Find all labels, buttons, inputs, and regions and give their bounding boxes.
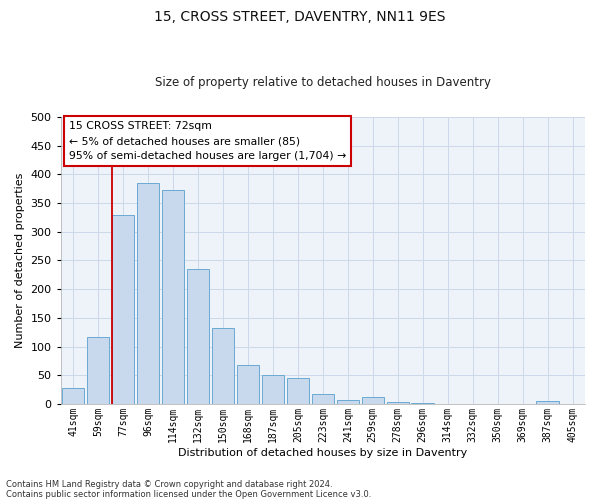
Text: Contains HM Land Registry data © Crown copyright and database right 2024.: Contains HM Land Registry data © Crown c… bbox=[6, 480, 332, 489]
Bar bbox=[311, 394, 334, 404]
Bar bbox=[137, 183, 160, 404]
Bar bbox=[337, 400, 359, 404]
Bar bbox=[262, 375, 284, 404]
Bar bbox=[112, 214, 134, 404]
Bar bbox=[287, 378, 309, 404]
Bar bbox=[386, 402, 409, 404]
Text: Contains public sector information licensed under the Open Government Licence v3: Contains public sector information licen… bbox=[6, 490, 371, 499]
Bar bbox=[237, 366, 259, 404]
X-axis label: Distribution of detached houses by size in Daventry: Distribution of detached houses by size … bbox=[178, 448, 467, 458]
Bar bbox=[62, 388, 85, 404]
Bar bbox=[162, 190, 184, 404]
Text: 15 CROSS STREET: 72sqm
← 5% of detached houses are smaller (85)
95% of semi-deta: 15 CROSS STREET: 72sqm ← 5% of detached … bbox=[68, 122, 346, 161]
Bar bbox=[362, 397, 384, 404]
Bar bbox=[536, 401, 559, 404]
Bar bbox=[87, 338, 109, 404]
Title: Size of property relative to detached houses in Daventry: Size of property relative to detached ho… bbox=[155, 76, 491, 90]
Bar bbox=[212, 328, 234, 404]
Text: 15, CROSS STREET, DAVENTRY, NN11 9ES: 15, CROSS STREET, DAVENTRY, NN11 9ES bbox=[154, 10, 446, 24]
Y-axis label: Number of detached properties: Number of detached properties bbox=[15, 173, 25, 348]
Bar bbox=[187, 268, 209, 404]
